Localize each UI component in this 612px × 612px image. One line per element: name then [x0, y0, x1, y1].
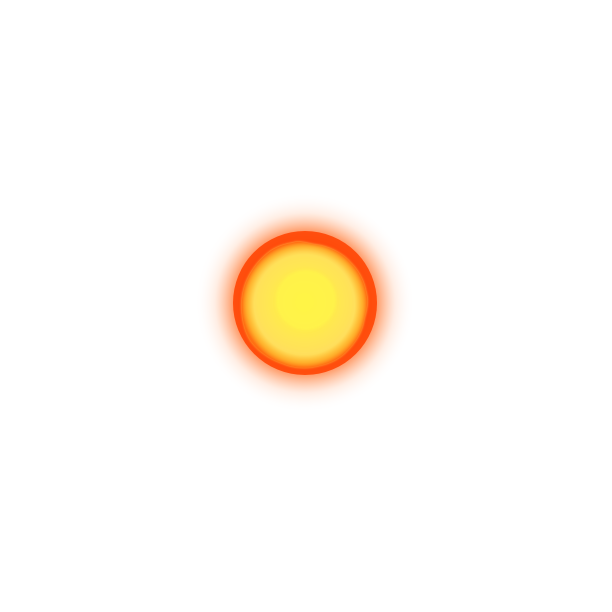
core-highlight — [276, 270, 336, 330]
